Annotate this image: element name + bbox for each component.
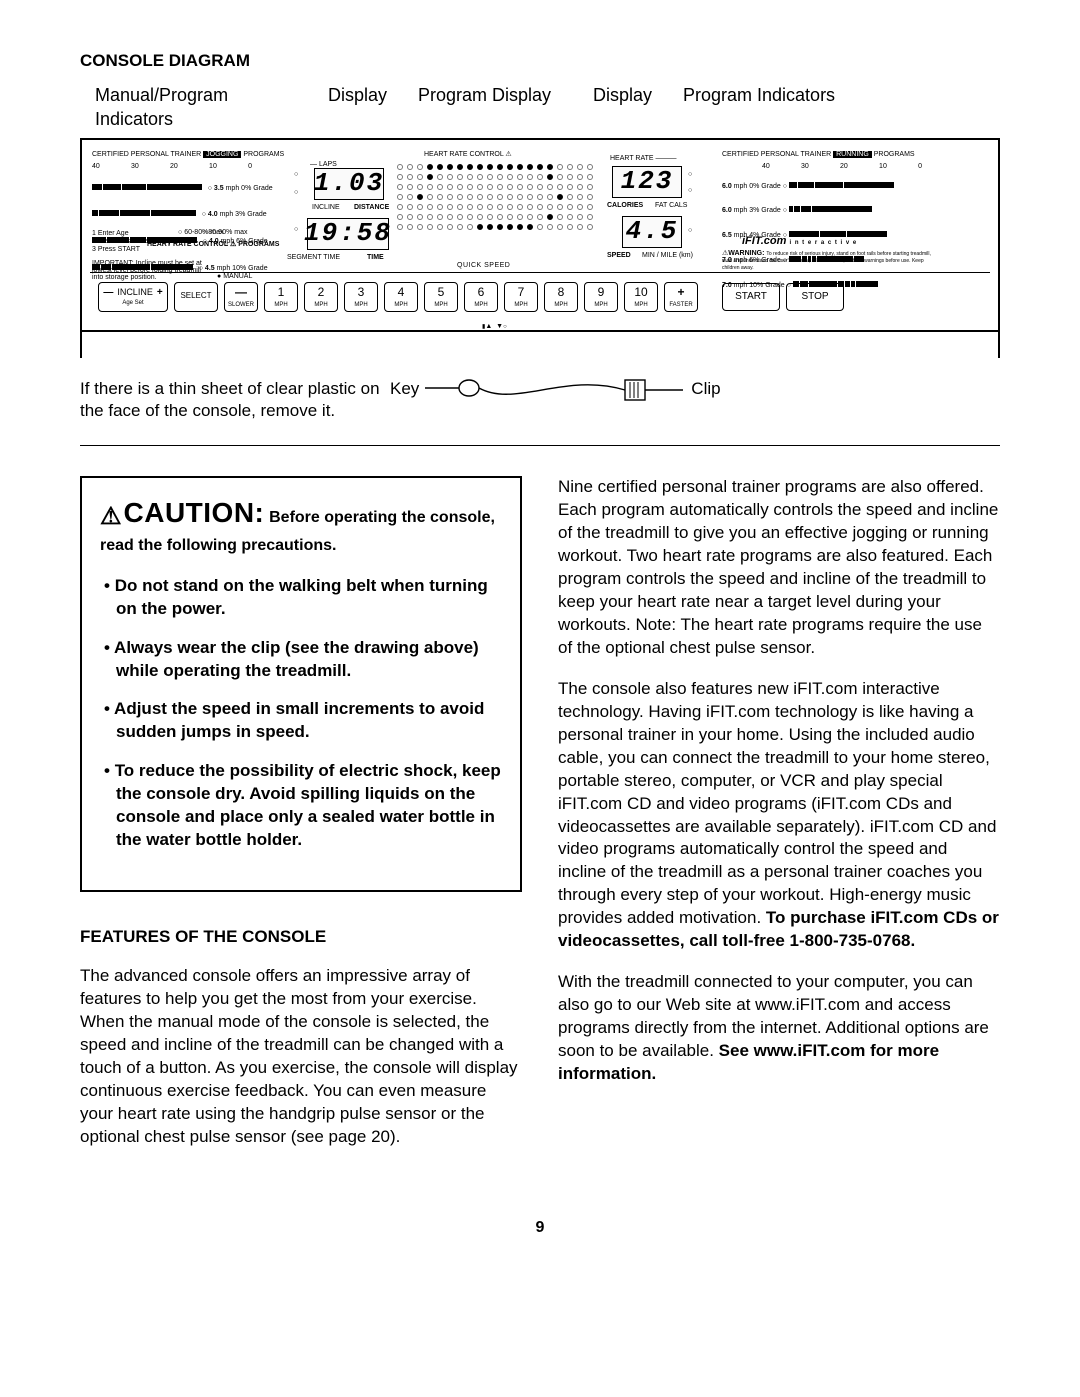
label-program-indicators: Program Indicators [683, 83, 835, 132]
incline-button[interactable]: —INCLINE+ Age Set [98, 282, 168, 312]
caution-item: Adjust the speed in small increments to … [100, 698, 502, 744]
caution-box: ⚠CAUTION: Before operating the console, … [80, 476, 522, 892]
speed-3-button[interactable]: 3MPH [344, 282, 378, 312]
section-divider [80, 445, 1000, 446]
caution-list: Do not stand on the walking belt when tu… [100, 575, 502, 852]
speed-7-button[interactable]: 7MPH [504, 282, 538, 312]
display-incline-distance: 1.03 [314, 168, 384, 200]
faster-button[interactable]: +FASTER [664, 282, 698, 312]
caution-item: Always wear the clip (see the drawing ab… [100, 637, 502, 683]
display-time: 19:58 [307, 218, 389, 250]
below-diagram-row: If there is a thin sheet of clear plasti… [80, 358, 1000, 424]
display-speed: 4.5 [622, 216, 682, 248]
speed-9-button[interactable]: 9MPH [584, 282, 618, 312]
hr-opt-2: ○ 80-90% max [202, 228, 247, 237]
fatcals-label: FAT CALS [655, 201, 687, 210]
features-heading: FEATURES OF THE CONSOLE [80, 926, 522, 949]
incline-label: INCLINE [312, 203, 340, 212]
segment-time-label: SEGMENT TIME [287, 253, 340, 262]
ifit-logo: iFIT.com i n t e r a c t i v e [742, 234, 857, 249]
warning-text: ⚠WARNING: To reduce risk of serious inju… [722, 250, 932, 271]
display-hr: 123 [612, 166, 682, 198]
label-display-2: Display [593, 83, 653, 132]
stop-button[interactable]: STOP [786, 283, 844, 311]
slower-button[interactable]: —SLOWER [224, 282, 258, 312]
running-programs-title: CERTIFIED PERSONAL TRAINER RUNNING PROGR… [722, 150, 915, 159]
page-number: 9 [80, 1217, 1000, 1239]
console-diagram: CERTIFIED PERSONAL TRAINER JOGGING PROGR… [80, 138, 1000, 358]
body-columns: ⚠CAUTION: Before operating the console, … [80, 476, 1000, 1166]
speed-4-button[interactable]: 4MPH [384, 282, 418, 312]
features-p1: The advanced console offers an impressiv… [80, 965, 522, 1149]
features-p4: With the treadmill connected to your com… [558, 971, 1000, 1086]
calories-label: CALORIES [607, 201, 643, 210]
warning-icon: ⚠ [100, 503, 122, 530]
left-column: ⚠CAUTION: Before operating the console, … [80, 476, 522, 1166]
jogging-programs-title: CERTIFIED PERSONAL TRAINER JOGGING PROGR… [92, 150, 284, 159]
label-display-1: Display [328, 83, 388, 132]
quick-speed-label: QUICK SPEED [457, 261, 510, 270]
features-p3: The console also features new iFIT.com i… [558, 678, 1000, 953]
minmile-label: MIN / MILE (km) [642, 251, 693, 260]
distance-label: DISTANCE [354, 203, 389, 212]
caution-item: Do not stand on the walking belt when tu… [100, 575, 502, 621]
caution-heading: ⚠CAUTION: Before operating the console, … [100, 494, 502, 556]
caution-item: To reduce the possibility of electric sh… [100, 760, 502, 852]
diagram-labels-row: Manual/Program Indicators Display Progra… [80, 83, 1000, 138]
hr-dot-1: ○ [688, 170, 692, 179]
hr-dot-2: ○ [688, 186, 692, 195]
section-heading: CONSOLE DIAGRAM [80, 50, 1000, 73]
lap-dot-1: ○ [294, 170, 298, 179]
speed-6-button[interactable]: 6MPH [464, 282, 498, 312]
start-button[interactable]: START [722, 283, 780, 311]
spd-dot: ○ [688, 226, 692, 235]
plastic-sheet-note: If there is a thin sheet of clear plasti… [80, 378, 390, 424]
right-scale: 403020100 [762, 162, 922, 171]
speed-5-button[interactable]: 5MPH [424, 282, 458, 312]
speed-10-button[interactable]: 10MPH [624, 282, 658, 312]
left-scale: 403020100 [92, 162, 252, 171]
button-row: —INCLINE+ Age Set SELECT —SLOWER 1MPH2MP… [98, 282, 844, 312]
speed-label: SPEED [607, 251, 631, 260]
select-button[interactable]: SELECT [174, 282, 218, 312]
features-p2: Nine certified personal trainer programs… [558, 476, 1000, 660]
manual-label: ● MANUAL [217, 272, 252, 281]
time-label: TIME [367, 253, 384, 262]
seg-dot: ○ [294, 225, 298, 234]
label-manual-program: Manual/Program Indicators [95, 83, 298, 132]
hr-control-top: HEART RATE CONTROL ⚠ [424, 150, 512, 159]
important-note: IMPORTANT: Incline must be set at lowest… [92, 260, 212, 281]
speed-8-button[interactable]: 8MPH [544, 282, 578, 312]
hr-control-programs: HEART RATE CONTROL ⚠ PROGRAMS [147, 240, 279, 249]
right-column: Nine certified personal trainer programs… [558, 476, 1000, 1166]
label-program-display: Program Display [418, 83, 563, 132]
clip-label: Clip [691, 378, 720, 401]
lap-dot-2: ○ [294, 188, 298, 197]
key-cord-drawing [425, 378, 685, 414]
speed-1-button[interactable]: 1MPH [264, 282, 298, 312]
program-dot-matrix [397, 164, 595, 232]
key-label: Key [390, 378, 419, 401]
heart-rate-label: HEART RATE ——— [610, 154, 677, 163]
speed-2-button[interactable]: 2MPH [304, 282, 338, 312]
